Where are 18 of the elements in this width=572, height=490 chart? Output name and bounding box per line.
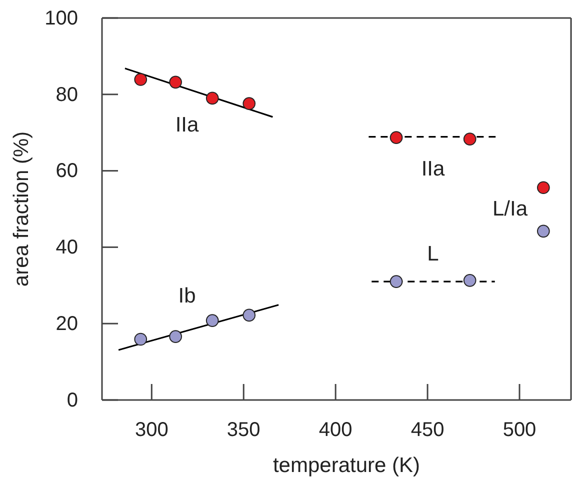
annotation: L xyxy=(427,242,439,266)
y-tick-label: 0 xyxy=(66,389,78,412)
x-tick-label: 350 xyxy=(226,419,260,442)
y-tick-label: 60 xyxy=(56,160,78,182)
annotation: Ib xyxy=(178,284,196,308)
y-axis-title: area fraction (%) xyxy=(10,131,33,287)
y-tick-label: 80 xyxy=(56,84,78,106)
x-tick-label: 450 xyxy=(410,419,444,442)
annotation: IIa xyxy=(421,158,445,181)
x-tick-label: 500 xyxy=(502,419,536,442)
y-tick-label: 20 xyxy=(56,313,78,335)
x-axis-title: temperature (K) xyxy=(272,454,420,477)
annotation: IIa xyxy=(175,114,199,137)
x-tick-label: 300 xyxy=(134,419,168,442)
annotation: L/Ia xyxy=(492,198,528,221)
x-tick-label: 400 xyxy=(318,419,352,442)
y-tick-label: 100 xyxy=(44,7,78,30)
y-tick-label: 40 xyxy=(56,236,78,259)
